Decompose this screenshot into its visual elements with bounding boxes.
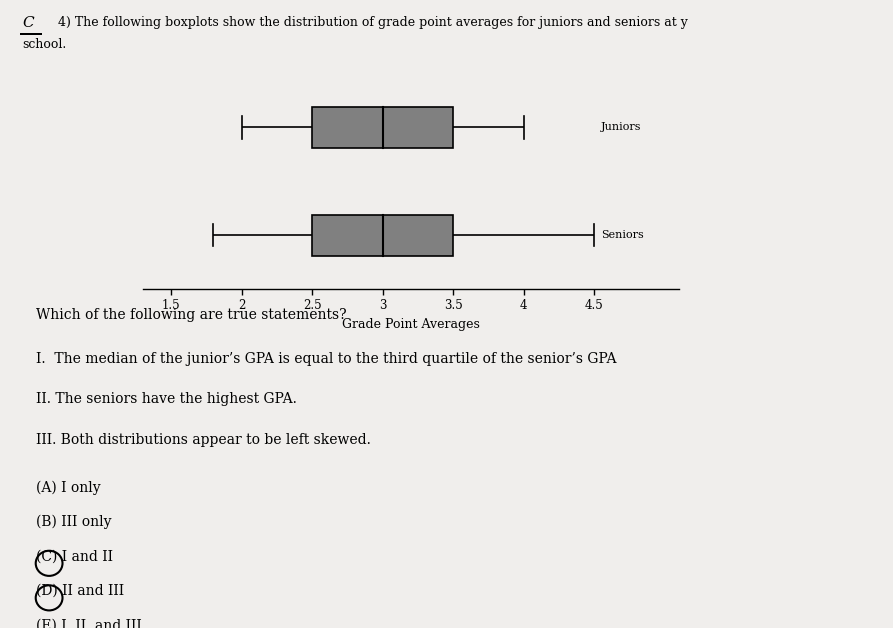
Bar bbox=[312, 215, 453, 256]
Text: school.: school. bbox=[22, 38, 67, 51]
Text: (E) I, II, and III: (E) I, II, and III bbox=[36, 619, 141, 628]
Text: 4) The following boxplots show the distribution of grade point averages for juni: 4) The following boxplots show the distr… bbox=[58, 16, 688, 29]
Text: III. Both distributions appear to be left skewed.: III. Both distributions appear to be lef… bbox=[36, 433, 371, 447]
Text: Which of the following are true statements?: Which of the following are true statemen… bbox=[36, 308, 346, 322]
Text: (C) I and II: (C) I and II bbox=[36, 550, 113, 563]
Text: C: C bbox=[22, 16, 34, 30]
Text: II. The seniors have the highest GPA.: II. The seniors have the highest GPA. bbox=[36, 392, 296, 406]
Text: Juniors: Juniors bbox=[601, 122, 642, 133]
Text: Seniors: Seniors bbox=[601, 230, 644, 240]
X-axis label: Grade Point Averages: Grade Point Averages bbox=[342, 318, 480, 331]
Bar bbox=[312, 107, 453, 148]
Text: I.  The median of the junior’s GPA is equal to the third quartile of the senior’: I. The median of the junior’s GPA is equ… bbox=[36, 352, 616, 365]
Text: (A) I only: (A) I only bbox=[36, 480, 100, 495]
Text: (B) III only: (B) III only bbox=[36, 515, 112, 529]
Text: (D) II and III: (D) II and III bbox=[36, 584, 124, 598]
